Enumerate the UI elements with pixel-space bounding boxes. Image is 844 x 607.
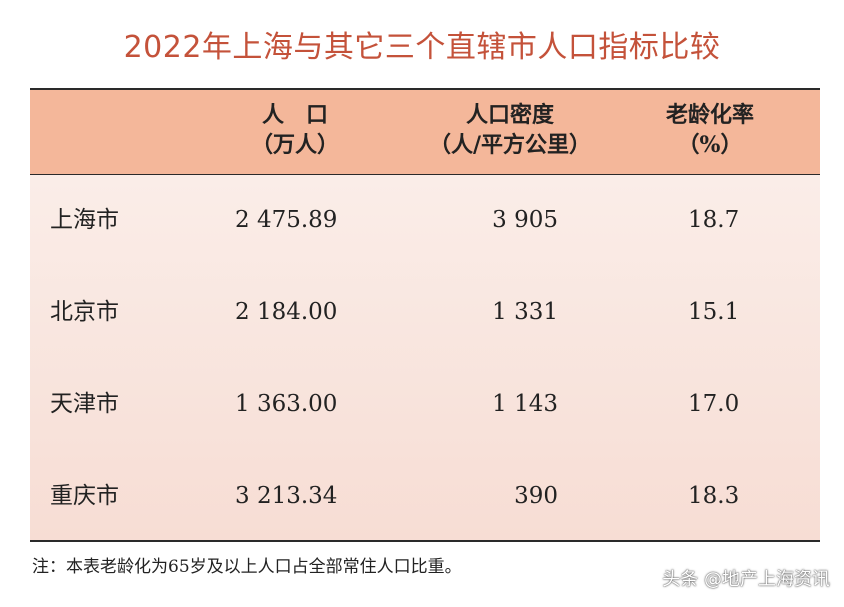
population-value: 1 363.00: [235, 391, 338, 417]
density-value: 1 143: [492, 391, 558, 417]
table-row: 天津市 1 363.00 1 143 17.0: [30, 358, 820, 450]
header-population-title: 人 口: [261, 102, 328, 128]
aging-value: 17.0: [688, 391, 740, 417]
city-name: 重庆市: [50, 483, 119, 509]
header-population: 人 口 （万人）: [205, 100, 385, 160]
density-value: 390: [514, 483, 558, 509]
density-value: 3 905: [492, 207, 558, 233]
table-row: 上海市 2 475.89 3 905 18.7: [30, 174, 820, 266]
page-title: 2022年上海与其它三个直辖市人口指标比较: [123, 30, 721, 65]
aging-value: 15.1: [688, 299, 740, 325]
aging-value: 18.3: [688, 483, 740, 509]
header-population-unit: （万人）: [250, 132, 339, 158]
aging-value: 18.7: [688, 207, 740, 233]
population-value: 2 475.89: [235, 207, 338, 233]
header-density: 人口密度 （人/平方公里）: [410, 100, 610, 160]
population-value: 3 213.34: [235, 483, 338, 509]
table-header: 人 口 （万人） 人口密度 （人/平方公里） 老龄化率 （%）: [30, 90, 820, 175]
table-row: 重庆市 3 213.34 390 18.3: [30, 450, 820, 542]
table-footnote: 注：本表老龄化为65岁及以上人口占全部常住人口比重。: [32, 557, 462, 577]
watermark: 头条 @地产上海资讯: [662, 569, 830, 590]
header-aging-title: 老龄化率: [665, 102, 754, 128]
header-aging-unit: （%）: [677, 132, 743, 158]
city-name: 天津市: [50, 391, 119, 417]
density-value: 1 331: [492, 299, 558, 325]
table-row: 北京市 2 184.00 1 331 15.1: [30, 266, 820, 358]
population-value: 2 184.00: [235, 299, 338, 325]
city-name: 上海市: [50, 207, 119, 233]
city-name: 北京市: [50, 299, 119, 325]
header-density-unit: （人/平方公里）: [428, 132, 592, 158]
header-aging: 老龄化率 （%）: [640, 100, 780, 160]
data-table: 人 口 （万人） 人口密度 （人/平方公里） 老龄化率 （%） 上海市 2 47…: [30, 88, 820, 542]
header-density-title: 人口密度: [465, 102, 554, 128]
